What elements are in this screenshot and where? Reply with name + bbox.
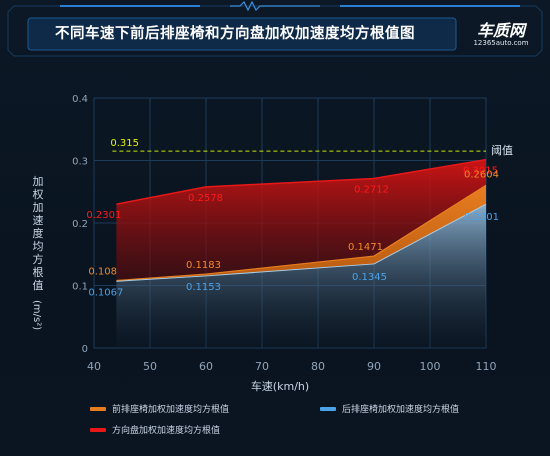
- x-tick-label: 110: [476, 360, 497, 373]
- steering-wheel-data-label: 0.2712: [354, 185, 389, 196]
- threshold: 0.315 阈值: [110, 138, 513, 157]
- y-tick-label: 0.2: [72, 219, 88, 230]
- chart-title: 不同车速下前后排座椅和方向盘加权加速度均方根值图: [55, 26, 415, 42]
- y-axis-label-char: 方: [33, 252, 44, 266]
- steering-wheel-data-label: 0.2578: [188, 193, 223, 204]
- y-tick-label: 0.1: [72, 282, 88, 293]
- y-axis-label-char: 均: [33, 240, 44, 253]
- steering-wheel-data-label: 0.2301: [86, 210, 121, 221]
- steering-wheel-data-label: 0.3015: [463, 166, 498, 177]
- rear-seat-area: [116, 204, 487, 348]
- front-seat-area: [116, 185, 487, 282]
- header-decoration: [7, 0, 543, 57]
- header: 不同车速下前后排座椅和方向盘加权加速度均方根值图 车质网 12365auto.c…: [0, 0, 550, 60]
- y-axis-label-unit: (m/s²): [31, 300, 42, 330]
- front-seat-data-label: 0.1471: [348, 242, 383, 253]
- brand-logo: 车质网 12365auto.com: [462, 22, 540, 48]
- y-axis-label-char: 权: [33, 188, 44, 201]
- threshold-label: 阈值: [491, 143, 513, 157]
- legend-label: 前排座椅加权加速度均方根值: [112, 405, 230, 415]
- y-axis-label-char: 加: [33, 201, 44, 214]
- steering-wheel-area: [116, 159, 487, 281]
- y-tick-label: 0.4: [72, 94, 88, 105]
- y-axis-label-char: 加: [33, 175, 44, 188]
- rear-seat-data-label: 0.1345: [352, 272, 387, 283]
- legend-swatch: [90, 428, 106, 432]
- front-seat-data-label: 0.1183: [186, 260, 221, 271]
- x-tick-label: 50: [143, 360, 157, 373]
- front-seat-data-label: 0.2604: [464, 169, 499, 180]
- x-tick-label: 40: [87, 360, 101, 373]
- logo-url: 12365auto.com: [473, 39, 529, 47]
- steering-wheel-line: [116, 158, 487, 205]
- x-tick-label: 70: [255, 360, 269, 373]
- x-axis-label: 车速(km/h): [251, 379, 309, 393]
- legend-label: 方向盘加权加速度均方根值: [112, 426, 221, 436]
- y-tick-label: 0: [82, 344, 88, 355]
- axes: 40 50 60 70 80 90 100 110 0 0.1 0.2 0.3 0.4 车速(km/h) 加…: [31, 94, 497, 393]
- legend-swatch: [90, 407, 106, 411]
- y-axis-label-char: 值: [33, 279, 44, 292]
- rear-seat-line: [116, 203, 487, 282]
- front-seat-line: [116, 184, 487, 282]
- rear-seat-data-label: 0.1067: [88, 287, 123, 298]
- series-areas: [116, 158, 487, 348]
- rear-seat-data-label: 0.2301: [464, 212, 499, 223]
- logo-text: 车质网: [476, 21, 525, 40]
- y-axis-label-char: 根: [33, 265, 44, 279]
- front-seat-data-label: 0.108: [88, 267, 117, 278]
- threshold-value-label: 0.315: [110, 138, 139, 149]
- x-tick-label: 100: [420, 360, 441, 373]
- y-axis-label-char: 速: [33, 214, 44, 227]
- y-tick-label: 0.3: [72, 157, 88, 168]
- legend-label: 后排座椅加权加速度均方根值: [342, 405, 460, 415]
- data-labels: 0.2301 0.2578 0.2712 0.3015 0.108 0.1183 0.147…: [86, 166, 499, 299]
- rear-seat-data-label: 0.1153: [186, 282, 221, 293]
- y-axis-label-char: 度: [33, 226, 44, 240]
- x-tick-label: 80: [311, 360, 325, 373]
- legend-swatch: [320, 407, 336, 411]
- x-tick-label: 60: [199, 360, 213, 373]
- x-tick-label: 90: [367, 360, 381, 373]
